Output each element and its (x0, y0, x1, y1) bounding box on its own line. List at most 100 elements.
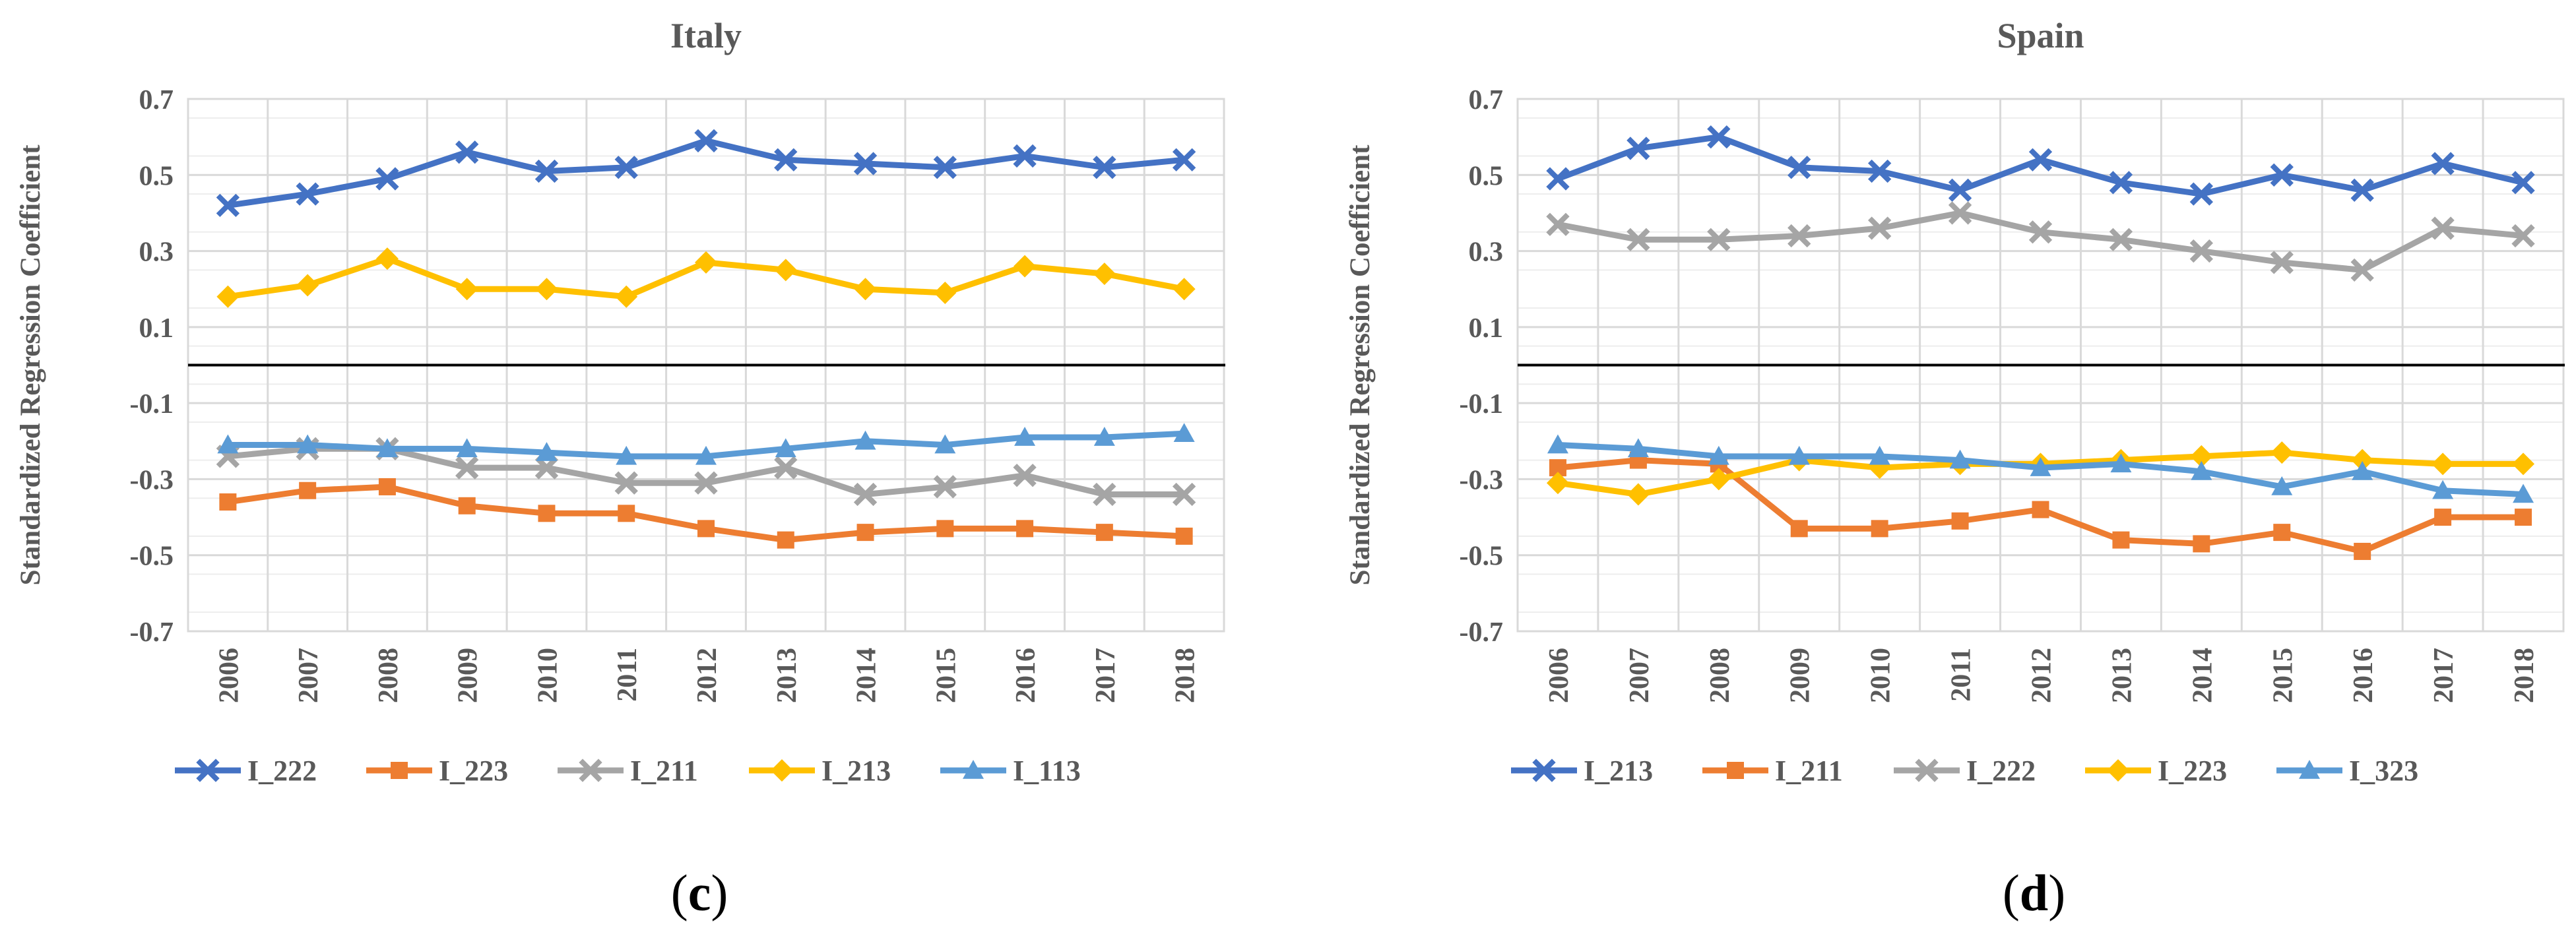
data-point (853, 482, 878, 507)
y-tick-label: 0.1 (1469, 313, 1504, 344)
y-tick-label: -0.7 (130, 617, 174, 648)
data-point (455, 456, 479, 480)
data-point (1172, 482, 1196, 507)
x-tick-label: 2014 (2187, 648, 2218, 703)
series-i-223 (219, 478, 1193, 549)
data-point (216, 193, 240, 218)
data-point (1790, 520, 1808, 538)
data-point (2512, 452, 2535, 476)
data-point (854, 430, 876, 450)
data-point (1014, 255, 1037, 278)
data-point (1948, 178, 1972, 202)
data-point (1626, 137, 1650, 160)
data-point (1951, 512, 1969, 530)
x-tick-label: 2015 (931, 648, 961, 703)
y-tick-label: 0.1 (139, 313, 174, 344)
y-tick-label: 0.5 (1469, 161, 1504, 191)
series-i-323 (1547, 434, 2534, 503)
data-point (299, 482, 317, 499)
data-point (697, 520, 715, 538)
series-line (1555, 210, 2527, 273)
series-i-222 (216, 129, 1196, 218)
y-tick-label: 0.3 (1469, 237, 1504, 268)
x-tick-label: 2006 (214, 648, 244, 703)
data-point (2032, 501, 2049, 518)
x-tick-label: 2013 (772, 648, 802, 703)
data-point (1546, 212, 1570, 236)
data-point (936, 520, 954, 538)
legend-label: I_213 (1584, 755, 1653, 787)
data-point (2193, 535, 2210, 553)
data-point (2190, 445, 2213, 468)
x-tick-label: 2008 (373, 648, 404, 703)
series-i-213 (216, 247, 1196, 308)
y-tick-label: -0.3 (130, 465, 174, 495)
x-tick-label: 2010 (1866, 648, 1896, 703)
data-point (2431, 152, 2455, 175)
panel-label: (c) (671, 864, 728, 921)
data-point (376, 438, 398, 458)
series-i-222 (1546, 201, 2535, 282)
data-point (2270, 251, 2294, 274)
panel-paren: ) (2048, 864, 2065, 921)
data-point (774, 148, 798, 171)
x-tick-label: 2016 (2348, 648, 2379, 703)
y-axis-label: Standardized Regression Coefficient (1345, 144, 1376, 586)
data-point (2431, 216, 2455, 240)
data-point (854, 278, 877, 301)
data-point (694, 129, 718, 153)
data-point (2352, 460, 2373, 480)
data-point (614, 156, 638, 179)
legend-item: I_222 (1894, 755, 2036, 787)
y-axis-label: Standardized Regression Coefficient (15, 144, 46, 586)
data-point (1708, 445, 1729, 465)
legend-label: I_211 (630, 755, 698, 787)
data-point (2189, 182, 2214, 206)
chart-title: Spain (1997, 16, 2084, 55)
y-tick-label: -0.1 (130, 389, 174, 420)
legend-marker (2107, 759, 2129, 782)
x-tick-label: 2011 (612, 648, 643, 702)
data-point (535, 278, 558, 301)
data-point (2191, 460, 2212, 480)
legend-item: I_223 (2085, 755, 2227, 787)
data-point (774, 259, 797, 282)
chart-italy: Italy 0.7 0.5 0.3 0.1 -0.1 -0.3 -0.5 -0.7 Standar… (15, 16, 1225, 921)
data-point (1788, 445, 1810, 465)
x-tick-label: 2007 (294, 648, 324, 703)
data-point (614, 471, 638, 495)
chart-spain: Spain 0.7 0.5 0.3 0.1 -0.1 -0.3 -0.5 -0.7 Standar… (1345, 16, 2565, 921)
data-point (2270, 441, 2294, 464)
data-point (1013, 464, 1037, 487)
legend-label: I_211 (1775, 755, 1843, 787)
data-point (1871, 520, 1888, 538)
legend-marker (1915, 759, 1939, 782)
x-tick-label: 2014 (852, 648, 882, 703)
legend-marker (1532, 759, 1556, 782)
data-point (1707, 228, 1731, 251)
legend-item: I_323 (2276, 755, 2418, 787)
legend-item: I_222 (175, 755, 317, 787)
x-tick-label: 2012 (692, 648, 723, 703)
data-point (2028, 220, 2053, 244)
data-point (216, 285, 240, 308)
data-point (1627, 438, 1649, 458)
x-tick-label: 2013 (2107, 648, 2137, 703)
data-point (296, 182, 319, 206)
panel-letter: d (2020, 864, 2048, 921)
legend-label: I_222 (1966, 755, 2036, 787)
legend-item: I_223 (366, 755, 508, 787)
data-point (1546, 472, 1569, 495)
data-point (1787, 156, 1811, 179)
y-tick-label: 0.3 (139, 237, 174, 268)
x-tick-label: 2018 (2509, 648, 2540, 703)
data-point (538, 505, 556, 522)
data-point (1093, 156, 1116, 179)
data-point (375, 167, 399, 191)
data-point (1707, 125, 1731, 149)
legend-marker (2299, 760, 2320, 779)
x-tick-label: 2009 (453, 648, 484, 703)
data-point (934, 281, 957, 304)
data-point (695, 251, 717, 274)
data-point (615, 285, 638, 308)
